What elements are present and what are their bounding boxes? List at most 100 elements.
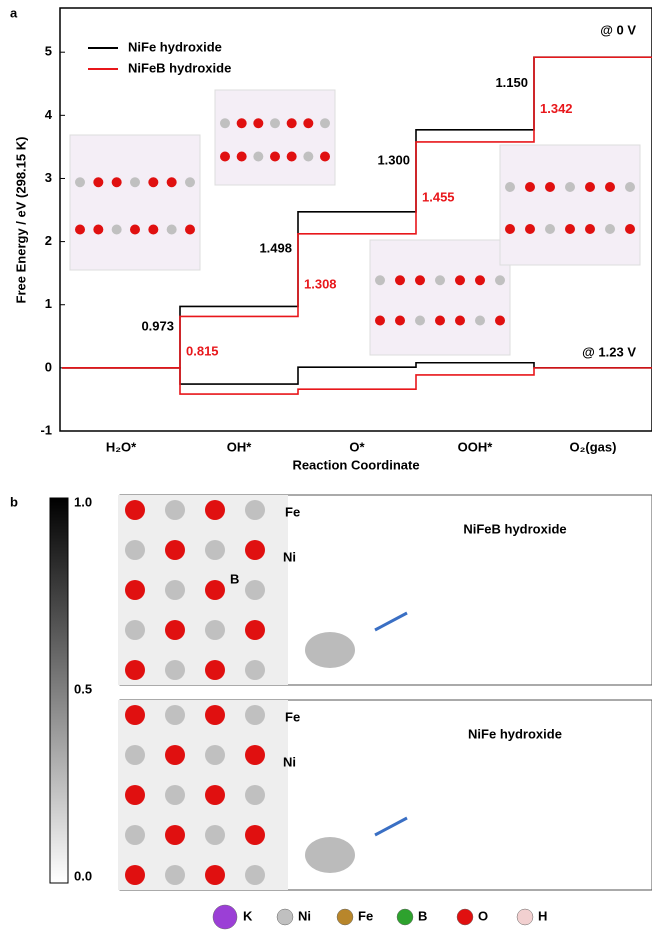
x-tick-label: O*: [349, 439, 365, 454]
colorbar: [50, 498, 68, 883]
atom: [287, 152, 297, 162]
y-tick-label: 2: [45, 233, 52, 248]
colorbar-tick-label: 0.5: [74, 681, 92, 696]
atom: [495, 316, 505, 326]
panel-label: b: [10, 494, 18, 509]
atom: [125, 580, 145, 600]
atom: [505, 224, 515, 234]
step-label: 0.973: [141, 319, 174, 334]
panel-label: a: [10, 5, 18, 20]
step-label: 1.308: [304, 277, 337, 292]
legend-atom: [397, 909, 413, 925]
atom-label: Fe: [285, 504, 300, 519]
atom: [245, 785, 265, 805]
legend-label: H: [538, 908, 547, 923]
atom: [435, 316, 445, 326]
atom: [245, 745, 265, 765]
atom: [245, 620, 265, 640]
y-tick-label: 4: [45, 107, 53, 122]
atom: [375, 316, 385, 326]
atom: [245, 500, 265, 520]
atom: [220, 152, 230, 162]
atom: [237, 152, 247, 162]
density-contour: [305, 837, 355, 873]
figure: a Reaction Coordinate Free Energy / eV (…: [0, 0, 652, 931]
atom: [167, 225, 177, 235]
atom: [125, 865, 145, 885]
atom: [165, 620, 185, 640]
y-tick-label: -1: [40, 422, 52, 437]
atom: [565, 182, 575, 192]
step-label: 1.342: [540, 101, 573, 116]
atom: [220, 118, 230, 128]
atom: [165, 660, 185, 680]
atom: [112, 225, 122, 235]
atom: [585, 224, 595, 234]
legend-atom: [457, 909, 473, 925]
step-label: 1.150: [495, 75, 528, 90]
atom: [245, 865, 265, 885]
atom: [270, 118, 280, 128]
atom: [525, 224, 535, 234]
atom: [205, 540, 225, 560]
legend-atom: [213, 905, 237, 929]
x-tick-label: OOH*: [458, 439, 494, 454]
atom: [112, 177, 122, 187]
atom: [125, 745, 145, 765]
atom: [205, 500, 225, 520]
atom: [165, 580, 185, 600]
atom: [125, 500, 145, 520]
legend-atom: [517, 909, 533, 925]
atom: [205, 660, 225, 680]
atom: [93, 177, 103, 187]
atom: [320, 152, 330, 162]
atom: [205, 580, 225, 600]
atom: [125, 540, 145, 560]
colorbar-tick-label: 0.0: [74, 868, 92, 883]
atom: [245, 540, 265, 560]
atom: [245, 660, 265, 680]
atom: [148, 225, 158, 235]
atom: [125, 825, 145, 845]
atom: [165, 540, 185, 560]
step-label: 0.815: [186, 344, 219, 359]
atom: [75, 225, 85, 235]
atom: [525, 182, 535, 192]
y-tick-label: 1: [45, 296, 52, 311]
atom: [455, 275, 465, 285]
atom: [75, 177, 85, 187]
legend-label: O: [478, 908, 488, 923]
atom: [455, 316, 465, 326]
potential-label: @ 0 V: [600, 22, 636, 37]
atom: [125, 660, 145, 680]
atom: [253, 152, 263, 162]
structure-inset: [215, 90, 335, 185]
legend-label: B: [418, 908, 427, 923]
legend-label: NiFeB hydroxide: [128, 60, 231, 75]
legend-atom: [277, 909, 293, 925]
y-tick-label: 3: [45, 170, 52, 185]
atom: [165, 825, 185, 845]
step-label: 1.300: [377, 152, 410, 167]
atom: [245, 825, 265, 845]
atom: [205, 620, 225, 640]
atom: [475, 316, 485, 326]
potential-label: @ 1.23 V: [582, 344, 636, 359]
atom: [545, 182, 555, 192]
atom: [125, 705, 145, 725]
x-tick-label: O₂(gas): [570, 439, 617, 454]
atom: [130, 177, 140, 187]
atom-label: Fe: [285, 709, 300, 724]
atom: [165, 865, 185, 885]
energy-steps: [62, 368, 652, 394]
atom: [415, 316, 425, 326]
x-tick-label: H₂O*: [106, 439, 137, 454]
atom: [625, 182, 635, 192]
atom: [205, 785, 225, 805]
map-title: NiFe hydroxide: [468, 726, 562, 741]
structure-inset: [70, 135, 200, 270]
atom: [205, 705, 225, 725]
atom-label: Ni: [283, 754, 296, 769]
atom: [605, 182, 615, 192]
atom: [165, 500, 185, 520]
